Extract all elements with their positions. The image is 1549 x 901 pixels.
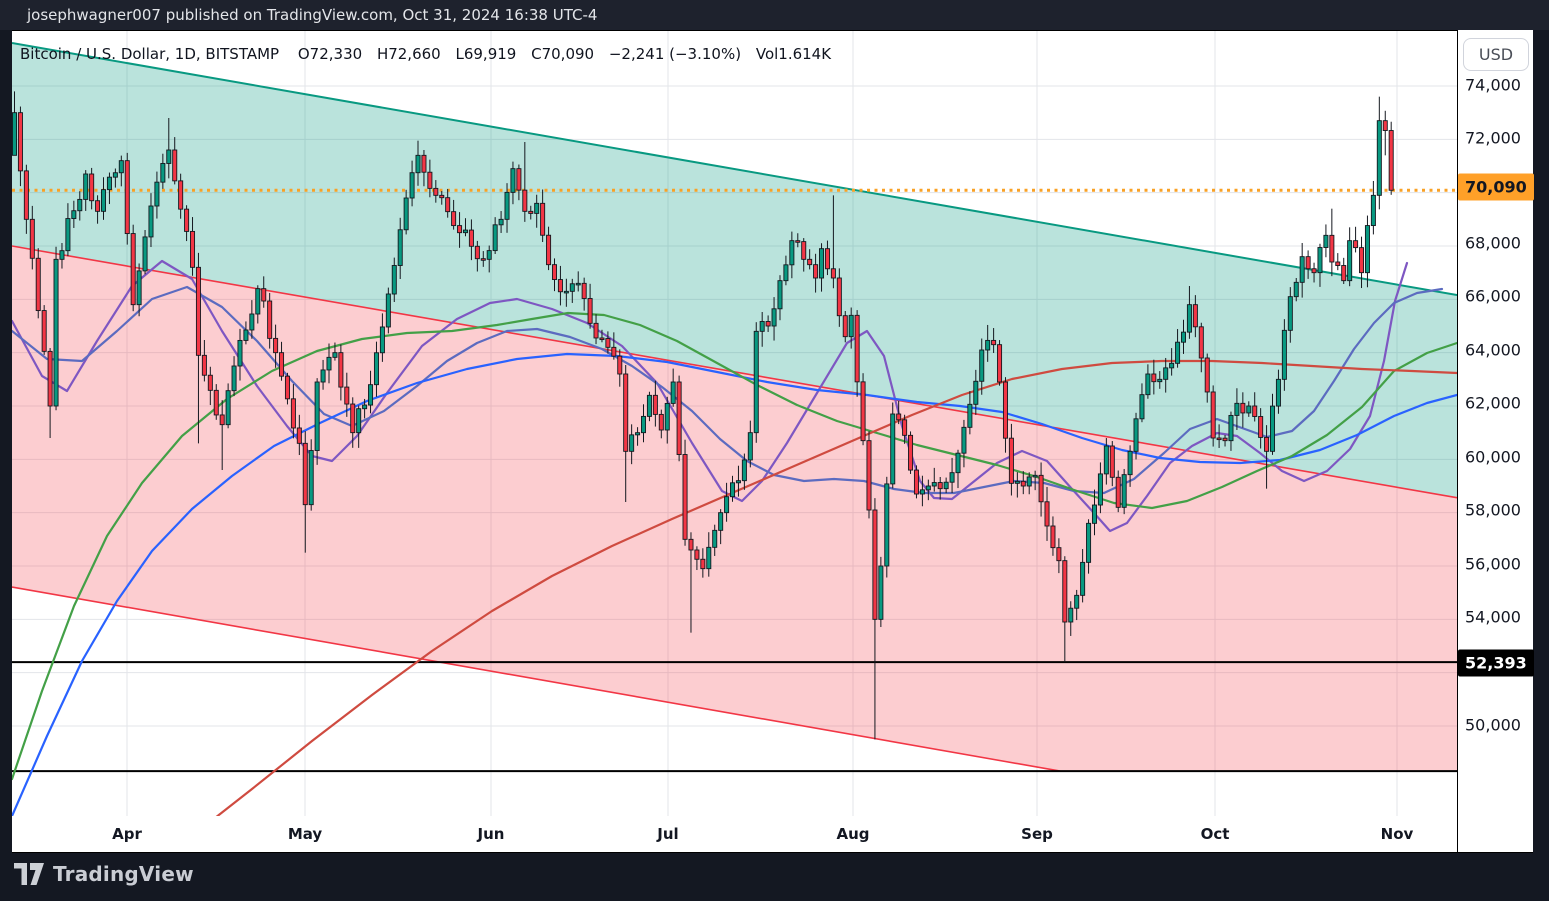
chart-pane[interactable]: Bitcoin / U.S. Dollar, 1D, BITSTAMP O72,… [12,30,1457,816]
price-axis-label: 68,000 [1465,233,1521,253]
axis-corner [1457,816,1533,853]
tradingview-logo-icon[interactable] [14,863,44,885]
month-label-oct: Oct [1200,825,1230,843]
volume-value: Vol1.614K [755,45,832,63]
price-axis-label: 50,000 [1465,715,1521,735]
ohlc-close: C70,090 [531,45,595,63]
ohlc-open: O72,330 [297,45,363,63]
month-label-jul: Jul [657,825,679,843]
ohlc-high: H72,660 [376,45,441,63]
currency-button[interactable]: USD [1463,38,1529,71]
time-axis[interactable]: Apr May Jun Jul Aug Sep Oct Nov [12,816,1457,853]
level-price-tag: 52,393 [1458,649,1534,677]
price-axis-label: 56,000 [1465,554,1521,574]
candlestick-chart[interactable] [12,31,1457,816]
price-axis-label: 54,000 [1465,607,1521,627]
symbol-legend: Bitcoin / U.S. Dollar, 1D, BITSTAMP O72,… [20,45,841,63]
price-axis-label: 62,000 [1465,393,1521,413]
price-axis-label: 64,000 [1465,340,1521,360]
month-label-jun: Jun [477,825,505,843]
month-label-apr: Apr [112,825,142,843]
publish-bar-text: josephwagner007 published on TradingView… [27,6,598,24]
symbol-title: Bitcoin / U.S. Dollar, 1D, BITSTAMP [20,45,280,63]
change-value: −2,241 (−3.10%) [608,45,742,63]
current-price-tag: 70,090 [1458,173,1534,201]
price-axis[interactable]: USD 74,000 72,000 68,000 66,000 64,000 62,000… [1457,30,1534,853]
month-label-nov: Nov [1380,825,1414,843]
month-label-aug: Aug [836,825,870,843]
footer: TradingView [14,862,194,886]
ohlc-low: L69,919 [455,45,517,63]
month-label-may: May [287,825,323,843]
month-label-sep: Sep [1021,825,1053,843]
price-axis-label: 58,000 [1465,500,1521,520]
price-axis-label: 72,000 [1465,128,1521,148]
price-axis-label: 60,000 [1465,447,1521,467]
tradingview-logo-text[interactable]: TradingView [53,862,194,886]
publish-bar: josephwagner007 published on TradingView… [0,0,1549,30]
price-axis-label: 74,000 [1465,75,1521,95]
price-axis-label: 66,000 [1465,286,1521,306]
